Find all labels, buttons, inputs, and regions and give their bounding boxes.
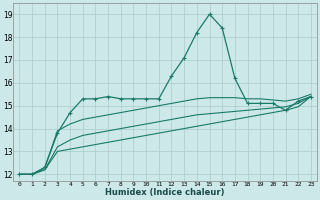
X-axis label: Humidex (Indice chaleur): Humidex (Indice chaleur) bbox=[105, 188, 225, 197]
